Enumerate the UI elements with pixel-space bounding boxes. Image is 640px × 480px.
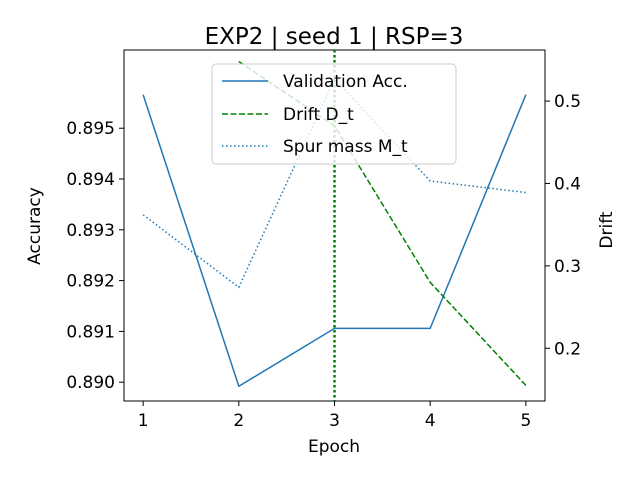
x-tick-label: 4 — [425, 411, 436, 431]
y-left-tick-label: 0.892 — [66, 272, 115, 292]
legend-label-drift: Drift D_t — [283, 105, 354, 125]
x-tick-label: 3 — [329, 411, 340, 431]
legend-box — [211, 63, 457, 165]
y-left-tick-label: 0.894 — [66, 170, 115, 190]
x-tick-label: 1 — [138, 411, 149, 431]
legend: Validation Acc. Drift D_t Spur mass M_t — [211, 63, 457, 165]
y-left-tick-label: 0.893 — [66, 221, 115, 241]
y-left-axis-label: Accuracy — [25, 187, 45, 265]
y-right-axis-ticks: 0.2 0.3 0.4 0.5 — [545, 92, 581, 359]
legend-label-validation-acc: Validation Acc. — [283, 72, 408, 92]
y-left-tick-label: 0.890 — [66, 373, 115, 393]
y-left-axis-ticks: 0.890 0.891 0.892 0.893 0.894 0.895 — [66, 119, 124, 393]
legend-label-spur-mass: Spur mass M_t — [283, 137, 408, 157]
y-right-tick-label: 0.3 — [554, 257, 581, 277]
y-left-tick-label: 0.891 — [66, 322, 115, 342]
chart-title: EXP2 | seed 1 | RSP=3 — [205, 24, 464, 50]
y-right-tick-label: 0.2 — [554, 339, 581, 359]
y-right-tick-label: 0.5 — [554, 92, 581, 112]
x-tick-label: 5 — [520, 411, 531, 431]
y-right-tick-label: 0.4 — [554, 174, 581, 194]
series-line-drift-d-t — [238, 60, 527, 386]
y-left-tick-label: 0.895 — [66, 119, 115, 139]
y-right-axis-label: Drift — [597, 211, 617, 248]
series-line-validation-acc — [142, 94, 527, 388]
x-axis-label: Epoch — [308, 437, 360, 457]
x-axis-ticks: 1 2 3 4 5 — [138, 401, 531, 431]
x-tick-label: 2 — [233, 411, 244, 431]
